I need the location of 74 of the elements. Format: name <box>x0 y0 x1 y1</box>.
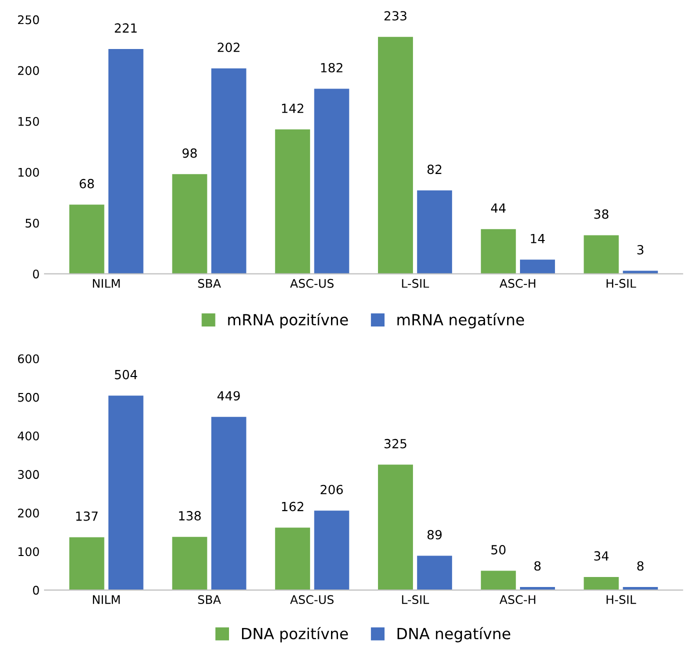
bar <box>584 235 619 274</box>
bar <box>378 36 413 274</box>
data-label: 8 <box>637 561 644 571</box>
data-label: 221 <box>114 23 137 33</box>
x-tick-label: NILM <box>92 595 120 604</box>
data-label: 3 <box>637 245 644 254</box>
data-label: 138 <box>179 511 201 521</box>
data-label: 98 <box>182 148 197 158</box>
x-tick-label: L-SIL <box>402 595 430 604</box>
bar <box>172 536 208 590</box>
x-tick-label: ASC-H <box>500 595 536 604</box>
x-tick-label: H-SIL <box>606 595 636 604</box>
data-label: 14 <box>530 234 545 244</box>
data-label: 325 <box>384 438 406 448</box>
x-tick-label: L-SIL <box>402 278 430 288</box>
bar <box>584 576 619 590</box>
y-tick-label: 0 <box>32 270 39 278</box>
bar <box>211 416 246 590</box>
x-tick-label: H-SIL <box>606 278 636 288</box>
bar <box>520 260 555 274</box>
data-label: 50 <box>491 545 506 554</box>
data-label: 38 <box>594 209 608 219</box>
y-tick-label: 150 <box>18 116 39 126</box>
data-label: 162 <box>282 502 304 512</box>
data-label: 206 <box>320 484 343 494</box>
data-label: 44 <box>491 203 506 213</box>
bar <box>480 570 516 590</box>
data-label: 202 <box>218 42 240 52</box>
data-label: 137 <box>76 511 98 521</box>
x-tick-label: ASC-US <box>290 278 334 288</box>
data-label: 449 <box>217 391 240 401</box>
bar <box>275 528 310 590</box>
x-tick-label: SBA <box>198 595 221 604</box>
data-label: 68 <box>80 178 94 188</box>
bar <box>69 204 104 274</box>
legend-label: mRNA negatívne <box>397 313 524 328</box>
bar <box>417 556 452 590</box>
legend-label: mRNA pozitívne <box>228 313 348 328</box>
y-tick-label: 600 <box>18 354 39 364</box>
x-tick-label: SBA <box>198 278 221 288</box>
y-tick-label: 200 <box>18 508 39 518</box>
y-tick-label: 250 <box>18 15 39 24</box>
y-tick-label: 400 <box>18 431 39 440</box>
bar <box>108 49 144 274</box>
y-tick-label: 200 <box>18 66 39 76</box>
data-label: 89 <box>427 530 442 540</box>
bar <box>172 174 208 274</box>
y-tick-label: 50 <box>26 218 39 228</box>
bar <box>314 510 350 590</box>
legend-label: DNA negatívne <box>398 626 510 642</box>
data-label: 233 <box>384 11 406 21</box>
x-tick-label: ASC-US <box>290 595 334 604</box>
y-tick-label: 300 <box>18 470 39 479</box>
bar <box>69 537 104 590</box>
bar <box>108 396 144 590</box>
data-label: 8 <box>534 561 541 571</box>
legend-label: DNA pozitívne <box>242 626 348 642</box>
bar <box>211 68 246 274</box>
data-label: 34 <box>594 551 609 561</box>
bar <box>480 229 516 274</box>
bar <box>378 464 413 590</box>
x-tick-label: NILM <box>92 279 120 288</box>
data-label: 142 <box>282 104 304 113</box>
bar <box>314 88 350 274</box>
y-tick-label: 500 <box>18 392 39 402</box>
x-tick-label: ASC-H <box>500 278 536 288</box>
bar <box>275 129 310 274</box>
data-label: 504 <box>114 370 138 380</box>
y-tick-label: 0 <box>32 586 39 595</box>
data-label: 182 <box>321 62 342 72</box>
y-tick-label: 100 <box>18 547 39 556</box>
data-label: 82 <box>427 164 442 174</box>
y-tick-label: 100 <box>18 168 39 177</box>
bar <box>417 190 452 274</box>
